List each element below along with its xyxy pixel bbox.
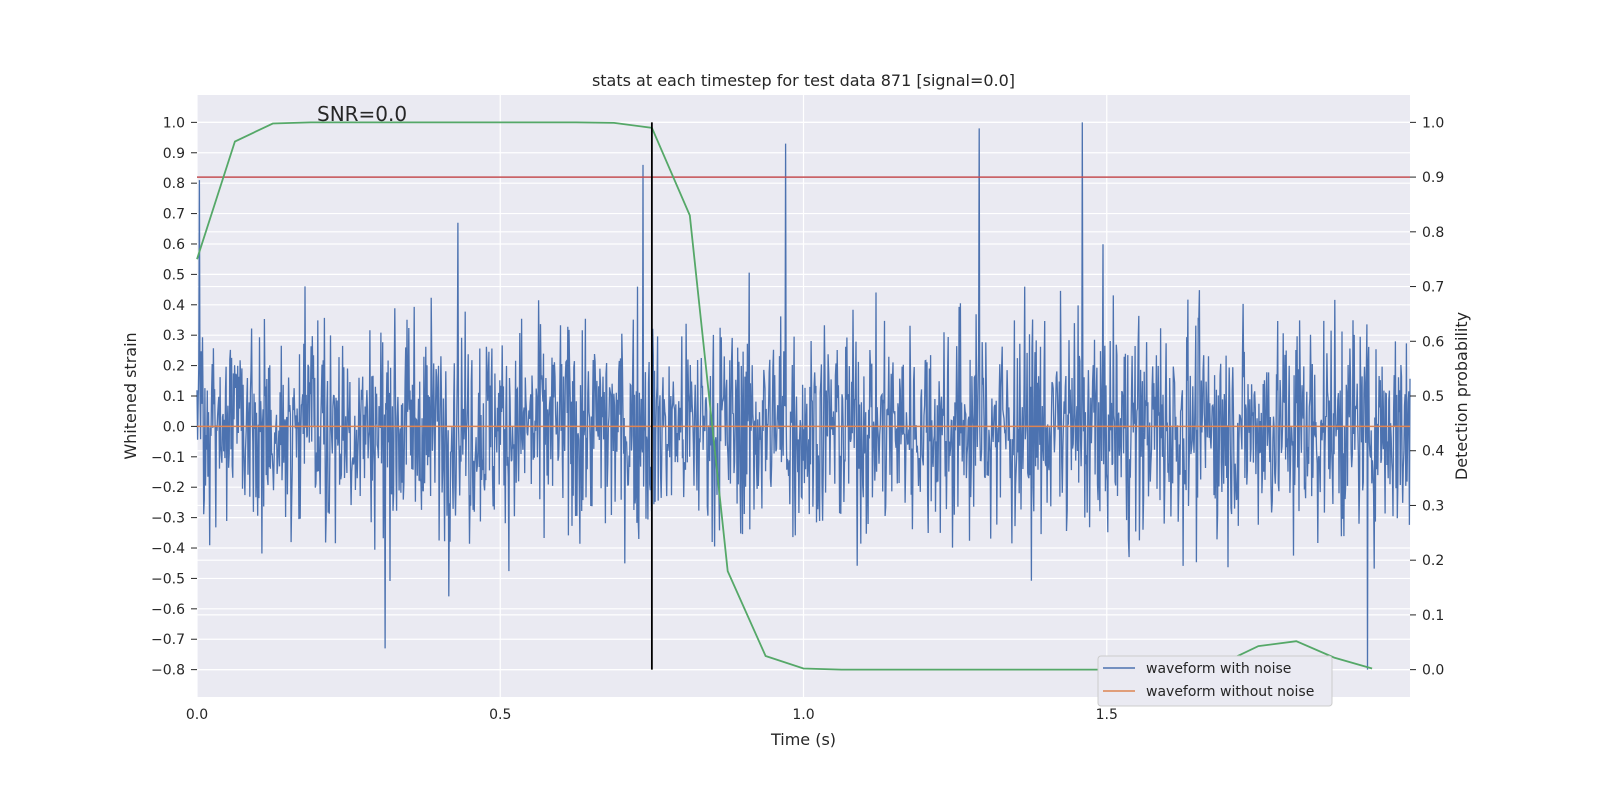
y-tick-label: 0.2 <box>163 359 185 375</box>
y-tick-label: 0.9 <box>163 146 185 162</box>
y-tick-label: −0.6 <box>151 602 185 618</box>
y2-tick-label: 0.6 <box>1422 334 1444 350</box>
y-axis-label: Whitened strain <box>121 332 140 459</box>
y-tick-label: 0.5 <box>163 267 185 283</box>
chart-title: stats at each timestep for test data 871… <box>592 71 1015 90</box>
y2-tick-label: 0.1 <box>1422 608 1444 624</box>
y2-tick-label: 1.0 <box>1422 115 1444 131</box>
snr-annotation: SNR=0.0 <box>317 102 407 126</box>
series-waveform-with-noise <box>196 122 1411 670</box>
legend: waveform with noise waveform without noi… <box>1097 655 1333 707</box>
legend-label-waveform-without-noise: waveform without noise <box>1146 684 1314 700</box>
y-axis-left: 1.0 0.9 0.8 0.7 0.6 0.5 0.4 0.3 0.2 0.1 0.0 −0.1 −0.… <box>151 115 197 679</box>
y-tick-label: 0.3 <box>163 328 185 344</box>
y-tick-label: −0.7 <box>151 632 185 648</box>
y-tick-label: −0.4 <box>151 541 185 557</box>
y-tick-label: 0.8 <box>163 176 185 192</box>
y2-tick-label: 0.0 <box>1422 663 1444 679</box>
y-tick-label: 0.7 <box>163 207 185 223</box>
legend-label-waveform-with-noise: waveform with noise <box>1146 661 1291 677</box>
y-tick-label: 0.6 <box>163 237 185 253</box>
y2-tick-label: 0.4 <box>1422 444 1444 460</box>
y-axis-right: 1.0 0.9 0.8 0.7 0.6 0.5 0.4 0.3 0.2 0.1 0.0 <box>1410 115 1444 679</box>
y-tick-label: −0.2 <box>151 480 185 496</box>
x-tick-label: 0.5 <box>489 707 511 723</box>
y-tick-label: 0.0 <box>163 419 185 435</box>
y2-tick-label: 0.5 <box>1422 389 1444 405</box>
y-tick-label: 0.1 <box>163 389 185 405</box>
y2-tick-label: 0.8 <box>1422 225 1444 241</box>
x-axis: 0.0 0.5 1.0 1.5 <box>186 707 1118 723</box>
y-tick-label: 1.0 <box>163 115 185 131</box>
y2-tick-label: 0.9 <box>1422 170 1444 186</box>
y-tick-label: −0.3 <box>151 511 185 527</box>
y2-axis-label: Detection probability <box>1452 312 1471 480</box>
y-tick-label: 0.4 <box>163 298 185 314</box>
y-tick-label: −0.8 <box>151 663 185 679</box>
y-tick-label: −0.5 <box>151 571 185 587</box>
y2-tick-label: 0.3 <box>1422 498 1444 514</box>
legend-box <box>1097 655 1333 707</box>
y-tick-label: −0.1 <box>151 450 185 466</box>
x-tick-label: 1.0 <box>792 707 814 723</box>
x-tick-label: 1.5 <box>1096 707 1118 723</box>
y2-tick-label: 0.2 <box>1422 553 1444 569</box>
x-tick-label: 0.0 <box>186 707 208 723</box>
y2-tick-label: 0.7 <box>1422 280 1444 296</box>
x-axis-label: Time (s) <box>770 730 836 749</box>
